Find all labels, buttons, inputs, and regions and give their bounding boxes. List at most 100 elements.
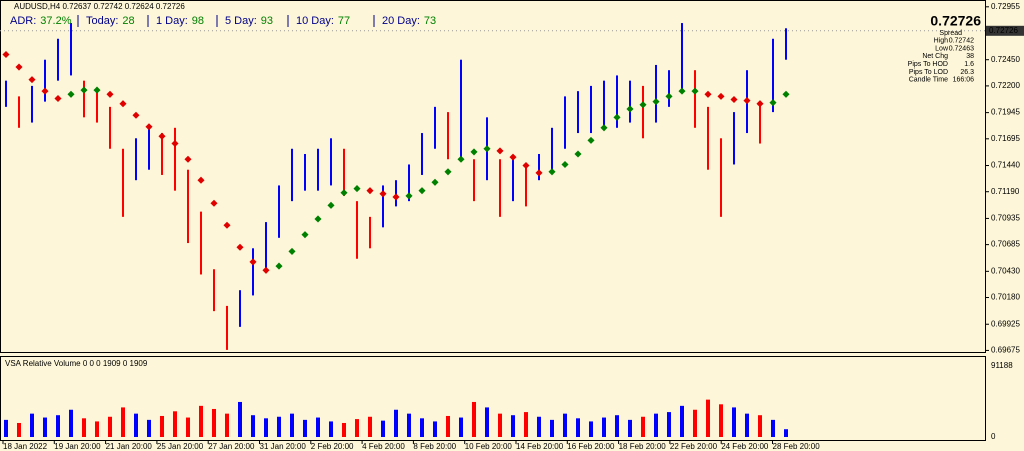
adr-label: 20 Day: [382, 15, 420, 27]
y-tick-label: 0.71695 [991, 134, 1020, 143]
adr-label: ADR: [10, 15, 36, 27]
adr-item: 20 Day: 73 [382, 15, 436, 27]
trend-dot [184, 155, 192, 163]
volume-bar [563, 413, 567, 437]
trend-dot [93, 86, 101, 94]
volume-bar [30, 413, 34, 437]
trend-dot [67, 90, 75, 98]
trend-dot [561, 160, 569, 169]
x-tick-label: 8 Feb 20:00 [413, 442, 456, 451]
trend-dot [106, 90, 114, 98]
volume-bar [732, 407, 736, 437]
trend-dot [80, 86, 88, 94]
volume-bar [589, 421, 593, 437]
trend-dot [522, 161, 530, 170]
volume-bar [121, 407, 125, 437]
adr-value: 77 [338, 15, 350, 27]
volume-bar [56, 415, 60, 437]
trend-dot [418, 187, 426, 195]
x-tick-label: 28 Feb 20:00 [773, 442, 821, 451]
trend-dot [431, 178, 439, 186]
info-price: 0.72726 [930, 13, 981, 29]
x-tick-label: 16 Feb 20:00 [567, 442, 615, 451]
trend-dot [444, 168, 452, 176]
info-label: Spread [939, 30, 962, 37]
volume-bar [758, 415, 762, 437]
x-tick-label: 22 Feb 20:00 [670, 442, 718, 451]
trend-dot [236, 243, 244, 251]
trend-dot [639, 101, 647, 109]
volume-bar [316, 417, 320, 437]
volume-tick-label: 0 [991, 432, 996, 441]
trend-dot [535, 169, 543, 177]
volume-bar [212, 408, 216, 437]
info-value: 1.6 [964, 61, 974, 68]
info-label: Net Chg [922, 53, 948, 60]
volume-panel [0, 356, 986, 441]
trend-dot [782, 90, 790, 98]
volume-bar [706, 399, 710, 437]
volume-tick-label: 91188 [991, 361, 1013, 370]
y-tick-label: 0.70180 [991, 293, 1020, 302]
adr-value: 93 [261, 15, 273, 27]
volume-bar [407, 413, 411, 437]
trend-dot [691, 87, 699, 95]
trend-dot [145, 123, 153, 131]
volume-bar [95, 421, 99, 437]
x-tick-label: 4 Feb 20:00 [362, 442, 405, 451]
trend-dot [197, 176, 205, 184]
volume-bar [329, 421, 333, 437]
trend-dot [119, 100, 127, 108]
trend-dot [301, 231, 309, 239]
volume-bar [147, 419, 151, 437]
volume-bar [745, 413, 749, 437]
volume-bar [524, 412, 528, 437]
volume-bar [368, 416, 372, 437]
trend-dot [613, 113, 621, 121]
trend-dot [392, 193, 400, 201]
adr-value: 37.2% [40, 15, 71, 27]
volume-bar [667, 412, 671, 437]
x-tick-label: 24 Feb 20:00 [721, 442, 769, 451]
adr-label: 10 Day: [296, 15, 334, 27]
adr-item: 10 Day: 77 [296, 15, 350, 27]
trend-dot [509, 153, 517, 161]
adr-value: 98 [192, 15, 204, 27]
y-tick-label: 0.70430 [991, 266, 1020, 275]
volume-bar [485, 407, 489, 437]
volume-bar [511, 415, 515, 437]
volume-bar [498, 413, 502, 437]
trend-dot [574, 150, 582, 158]
x-tick-label: 14 Feb 20:00 [516, 442, 564, 451]
volume-bar [43, 417, 47, 437]
x-tick-label: 31 Jan 20:00 [260, 442, 307, 451]
volume-bar [303, 419, 307, 437]
trend-dot [171, 139, 179, 148]
volume-bar [4, 419, 8, 437]
volume-bar [69, 409, 73, 437]
volume-bar [602, 417, 606, 437]
trend-dot [743, 97, 751, 105]
volume-bar [108, 416, 112, 437]
trend-dot [587, 136, 595, 144]
adr-value: 28 [122, 15, 134, 27]
chart-title: AUDUSD,H4 0.72637 0.72742 0.72624 0.7272… [14, 2, 185, 11]
volume-bar [550, 419, 554, 437]
y-tick-label: 0.70685 [991, 240, 1020, 249]
adr-item: 5 Day: 93 [225, 15, 273, 27]
info-label: Candle Time [909, 77, 948, 84]
adr-item: ADR: 37.2% [10, 15, 72, 27]
last-price-box [986, 25, 1024, 36]
volume-bar [654, 413, 658, 437]
trend-dot [730, 95, 738, 104]
trend-dot [158, 132, 166, 140]
volume-bar [784, 429, 788, 437]
x-tick-label: 18 Jan 2022 [3, 442, 48, 451]
volume-bar [199, 405, 203, 437]
trend-dot [665, 92, 673, 100]
trend-dot [769, 99, 777, 107]
volume-bar [446, 415, 450, 437]
